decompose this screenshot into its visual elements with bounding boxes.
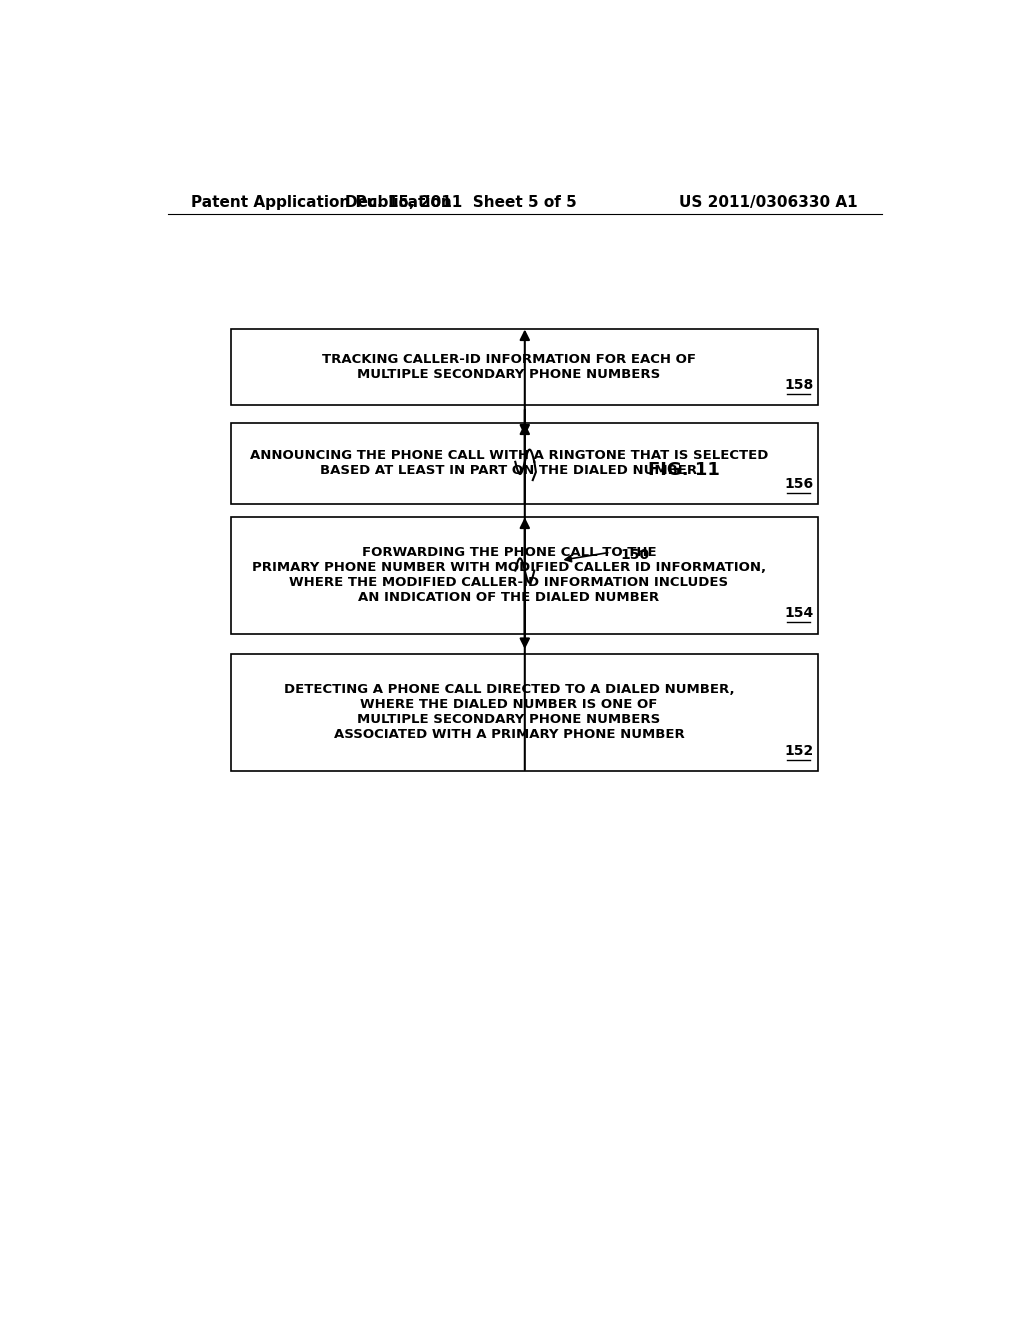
Text: FIG. 11: FIG. 11 bbox=[647, 461, 720, 479]
Text: Patent Application Publication: Patent Application Publication bbox=[191, 194, 453, 210]
Text: 156: 156 bbox=[784, 477, 813, 491]
Text: Dec. 15, 2011  Sheet 5 of 5: Dec. 15, 2011 Sheet 5 of 5 bbox=[345, 194, 578, 210]
Text: 154: 154 bbox=[784, 606, 813, 620]
Text: 150: 150 bbox=[620, 548, 649, 562]
Text: DETECTING A PHONE CALL DIRECTED TO A DIALED NUMBER,
WHERE THE DIALED NUMBER IS O: DETECTING A PHONE CALL DIRECTED TO A DIA… bbox=[284, 684, 734, 742]
Bar bbox=[231, 653, 818, 771]
Text: ANNOUNCING THE PHONE CALL WITH A RINGTONE THAT IS SELECTED
BASED AT LEAST IN PAR: ANNOUNCING THE PHONE CALL WITH A RINGTON… bbox=[250, 449, 768, 478]
Text: US 2011/0306330 A1: US 2011/0306330 A1 bbox=[680, 194, 858, 210]
Bar bbox=[231, 422, 818, 504]
Text: FORWARDING THE PHONE CALL TO THE
PRIMARY PHONE NUMBER WITH MODIFIED CALLER ID IN: FORWARDING THE PHONE CALL TO THE PRIMARY… bbox=[252, 546, 766, 605]
Text: 158: 158 bbox=[784, 378, 813, 392]
Text: 152: 152 bbox=[784, 743, 813, 758]
Bar bbox=[231, 516, 818, 634]
Bar bbox=[231, 329, 818, 405]
Text: TRACKING CALLER-ID INFORMATION FOR EACH OF
MULTIPLE SECONDARY PHONE NUMBERS: TRACKING CALLER-ID INFORMATION FOR EACH … bbox=[322, 352, 696, 380]
